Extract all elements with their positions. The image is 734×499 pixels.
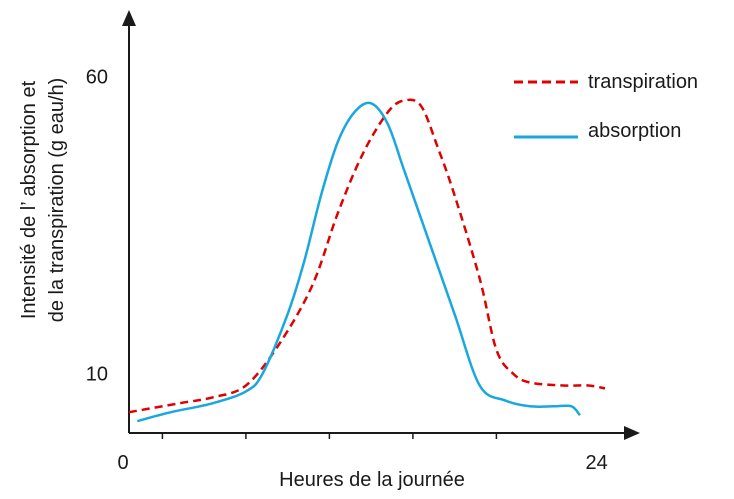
y-tick-label: 10: [86, 364, 108, 386]
y-axis-title-line1: Intensité de l’ absorption et: [18, 80, 40, 319]
series-line-transpiration: [128, 98, 606, 414]
legend-label-absorption: absorption: [588, 120, 681, 142]
y-tick-label: 60: [86, 67, 108, 89]
y-axis-title-line2: de la transpiration (g eau/h): [46, 78, 68, 323]
x-tick-label: 0: [117, 452, 128, 474]
x-tick-label: 24: [585, 452, 607, 474]
series-line-absorption: [136, 101, 581, 423]
legend-label-transpiration: transpiration: [588, 71, 698, 93]
legend: transpiration absorption: [514, 71, 698, 142]
y-axis-arrowhead: [122, 10, 136, 26]
x-axis-title: Heures de la journée: [279, 469, 465, 491]
x-axis-arrowhead: [624, 426, 640, 440]
